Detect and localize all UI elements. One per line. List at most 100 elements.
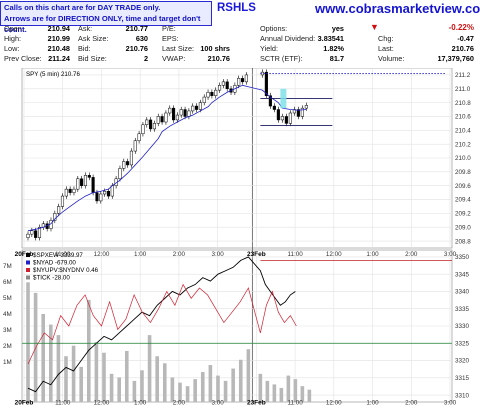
x-tick-label: 11:00 xyxy=(55,251,71,258)
y-tick-label-right: 3330 xyxy=(455,323,470,330)
volume-tick-label: 1M xyxy=(3,359,12,366)
candle xyxy=(198,102,202,110)
volume-bar xyxy=(140,370,144,402)
volume-bar xyxy=(279,387,284,402)
bid-value: 210.76 xyxy=(125,44,148,53)
x-tick-label: 2:00 xyxy=(405,251,418,258)
candle xyxy=(122,161,126,169)
y-tick-label-right: 3340 xyxy=(455,289,470,296)
prev-close-value: 211.24 xyxy=(48,54,70,63)
candle xyxy=(284,116,288,124)
y-tick-label-right: 3320 xyxy=(455,358,470,365)
ask-label: Ask: xyxy=(78,24,93,33)
options-label: Options: xyxy=(260,24,288,33)
candle xyxy=(160,116,164,123)
volume-bar xyxy=(258,373,263,402)
x-tick-label: 2:00 xyxy=(405,400,418,406)
legend-entry: $NYUPV:$NYDNV 0.46 xyxy=(33,267,99,274)
x-tick-label: 3:00 xyxy=(444,400,457,406)
volume-bar xyxy=(147,335,152,402)
quote-header: Calls on this chart are for DAY TRADE on… xyxy=(0,0,480,68)
high-label: High: xyxy=(4,34,22,43)
bid-size-label: Bid Size: xyxy=(78,54,107,63)
x-tick-label: 3:00 xyxy=(212,251,225,258)
note-line-1: Calls on this chart are for DAY TRADE on… xyxy=(4,3,161,12)
volume-bar xyxy=(231,368,235,402)
volume-bar xyxy=(86,299,91,402)
x-tick-label: 11:00 xyxy=(287,251,303,258)
highlight-zone xyxy=(280,88,287,109)
x-tick-label: 1:00 xyxy=(366,400,379,406)
volume-bar xyxy=(216,375,220,402)
candle xyxy=(202,96,206,103)
candle xyxy=(172,107,176,121)
axis-labels: 20Feb 20Feb 11:00 11:00 12:00 12:00 1:00 1:00 2:… xyxy=(3,72,471,406)
price-series xyxy=(26,69,446,241)
candle xyxy=(141,124,145,135)
candle xyxy=(240,78,245,83)
y-tick-label: 210.2 xyxy=(455,141,471,148)
x-tick-label: 20Feb xyxy=(15,400,34,406)
y-tick-label: 208.8 xyxy=(455,238,471,245)
candle xyxy=(206,91,210,98)
y-tick-label: 209.8 xyxy=(455,169,471,176)
volume-bar xyxy=(185,386,190,402)
volume-tick-label: 2M xyxy=(3,343,12,350)
candle xyxy=(68,188,72,193)
moving-average-line xyxy=(27,84,307,232)
candle xyxy=(64,188,68,197)
volume-bar xyxy=(117,377,121,402)
candle xyxy=(110,185,114,197)
candle xyxy=(280,116,284,121)
candle xyxy=(30,230,34,235)
volume-bar xyxy=(208,365,213,402)
disclaimer-note: Calls on this chart are for DAY TRADE on… xyxy=(0,1,212,34)
candle xyxy=(296,109,300,117)
candle xyxy=(210,91,214,96)
x-tick-label: 1:00 xyxy=(134,251,147,258)
volume-bar xyxy=(79,366,83,402)
last-size-label: Last Size: xyxy=(162,44,195,53)
options-value: yes xyxy=(331,24,344,33)
volume-tick-label: 5M xyxy=(3,295,12,302)
y-tick-label-right: 3315 xyxy=(455,375,470,382)
x-tick-label: 20Feb xyxy=(15,251,34,258)
y-tick-label-right: 3345 xyxy=(455,271,470,278)
x-tick-label: 23Feb xyxy=(247,400,266,406)
legend-entry: $SPXEW 3339.97 xyxy=(33,252,83,259)
low-value: 210.48 xyxy=(47,44,70,53)
sctr-label: SCTR (ETF): xyxy=(260,54,303,63)
candle xyxy=(268,95,272,107)
annual-dividend-label: Annual Dividend: xyxy=(260,34,316,43)
candle xyxy=(195,105,199,110)
x-tick-label: 1:00 xyxy=(366,251,379,258)
candle xyxy=(91,177,95,193)
ask-size-label: Ask Size: xyxy=(78,34,109,43)
legend-swatch xyxy=(26,268,30,272)
candle xyxy=(288,112,292,124)
site-url[interactable]: www.cobrasmarketview.com xyxy=(315,1,480,16)
candle xyxy=(221,81,225,86)
chart-area: 20Feb 20Feb 11:00 11:00 12:00 12:00 1:00 1:00 2:… xyxy=(3,68,471,406)
candle xyxy=(34,230,38,238)
candle xyxy=(149,119,153,130)
volume-bar xyxy=(307,389,312,402)
volume-bar xyxy=(109,373,114,402)
candle xyxy=(57,206,61,214)
y-tick-label-right: 3350 xyxy=(455,254,470,261)
y-tick-label: 210.6 xyxy=(455,114,471,121)
volume-bar xyxy=(132,380,137,402)
volume-value: 17,379,760 xyxy=(437,54,474,63)
vwap-value: 210.76 xyxy=(207,54,230,63)
volume-bar xyxy=(56,335,61,402)
volume-bar xyxy=(178,382,182,402)
candle xyxy=(106,190,110,197)
volume-bar xyxy=(265,380,270,402)
y-tick-label: 209.2 xyxy=(455,211,471,218)
sctr-value: 81.7 xyxy=(329,54,344,63)
candle xyxy=(168,107,172,114)
volume-bar xyxy=(246,349,251,402)
volume-label: Volume: xyxy=(378,54,405,63)
candle xyxy=(187,110,191,117)
